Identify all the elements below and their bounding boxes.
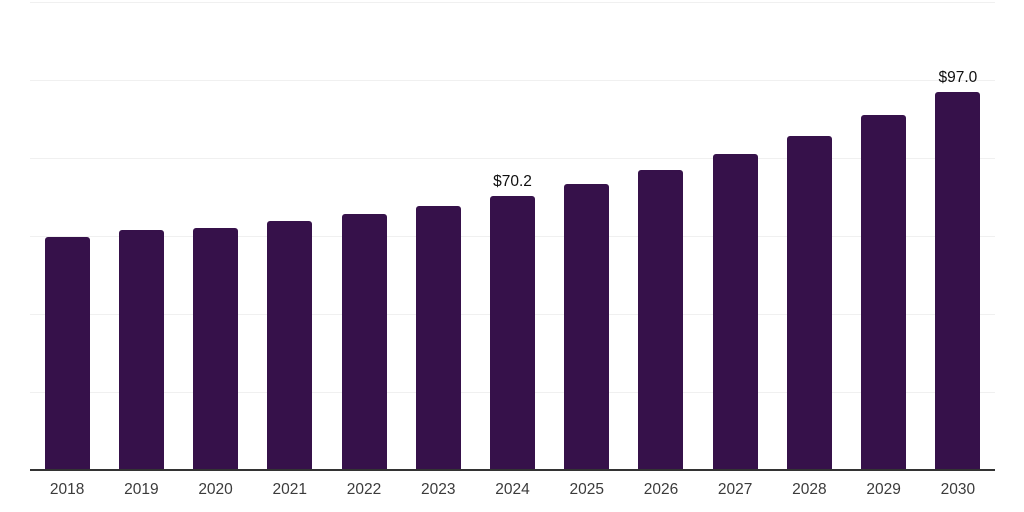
bar-2020 xyxy=(193,227,239,470)
x-axis-line xyxy=(30,469,995,471)
bar-2019 xyxy=(118,230,164,470)
gridline xyxy=(30,80,995,81)
x-tick-label-2024: 2024 xyxy=(495,481,530,498)
x-tick-label-2025: 2025 xyxy=(569,481,604,498)
bar-value-label-2024: $70.2 xyxy=(493,173,532,191)
x-tick-label-2021: 2021 xyxy=(272,481,308,498)
x-tick-label-2019: 2019 xyxy=(124,481,159,498)
x-tick-label-2026: 2026 xyxy=(643,481,679,498)
x-tick-label-2022: 2022 xyxy=(346,481,382,498)
bar-2025 xyxy=(564,184,610,470)
bar-2030 xyxy=(935,91,981,470)
x-tick-label-2018: 2018 xyxy=(49,481,85,498)
x-tick-label-2020: 2020 xyxy=(198,481,233,498)
bar-value-label-2030: $97.0 xyxy=(938,68,978,86)
bar-2024 xyxy=(490,196,535,470)
x-tick-label-2028: 2028 xyxy=(792,481,827,498)
gridline xyxy=(30,2,995,3)
gridline xyxy=(30,158,995,159)
bar-2026 xyxy=(638,169,684,470)
x-tick-label-2030: 2030 xyxy=(940,481,976,498)
x-tick-label-2027: 2027 xyxy=(717,481,753,498)
bar-2027 xyxy=(712,154,758,470)
x-tick-label-2023: 2023 xyxy=(421,481,456,498)
bar-2028 xyxy=(786,136,832,470)
bar-2021 xyxy=(267,221,313,470)
bar-2018 xyxy=(44,237,90,470)
bar-2023 xyxy=(415,205,461,470)
bar-2029 xyxy=(861,115,907,470)
bar-2022 xyxy=(341,214,387,470)
x-tick-label-2029: 2029 xyxy=(866,481,901,498)
